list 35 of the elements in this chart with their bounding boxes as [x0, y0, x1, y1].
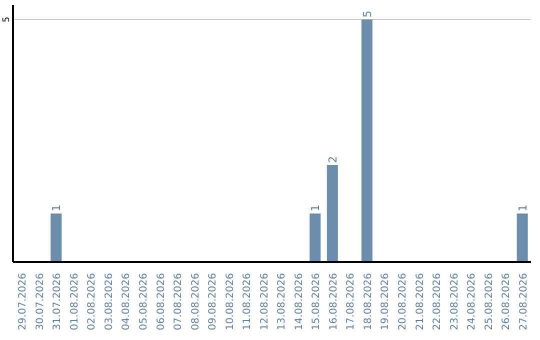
data-label: 2 — [326, 156, 340, 164]
x-tick-label: 02.08.2026 — [86, 273, 98, 330]
x-tick-label: 12.08.2026 — [259, 273, 270, 330]
x-tick-label: 26.08.2026 — [501, 273, 512, 330]
x-tick-label: 16.08.2026 — [328, 273, 340, 330]
x-tick-label: 03.08.2026 — [104, 273, 115, 330]
x-tick-label: 24.08.2026 — [466, 273, 478, 330]
x-tick-label: 27.08.2026 — [518, 273, 530, 330]
x-tick-label: 15.08.2026 — [311, 273, 322, 330]
x-tick-label: 21.08.2026 — [414, 273, 426, 330]
x-tick-label: 30.07.2026 — [34, 273, 46, 330]
x-tick-label: 10.08.2026 — [224, 273, 236, 330]
x-tick-label: 09.08.2026 — [208, 273, 219, 330]
x-tick-label: 01.08.2026 — [69, 273, 80, 330]
data-label: 1 — [50, 204, 64, 212]
x-tick-label: 08.08.2026 — [190, 273, 202, 330]
data-label: 5 — [360, 10, 374, 18]
x-tick-label: 18.08.2026 — [362, 273, 374, 330]
x-tick-label: 31.07.2026 — [52, 273, 64, 330]
x-tick-label: 19.08.2026 — [380, 273, 392, 330]
x-tick-label: 14.08.2026 — [294, 273, 305, 330]
data-label: 1 — [309, 204, 322, 212]
x-tick-label: 07.08.2026 — [173, 273, 184, 330]
x-tick-label: 20.08.2026 — [398, 273, 408, 330]
x-tick-label: 23.08.2026 — [449, 273, 460, 330]
x-tick-label: 05.08.2026 — [138, 273, 150, 330]
x-tick-label: 17.08.2026 — [346, 273, 357, 330]
x-tick-label: 13.08.2026 — [276, 273, 288, 330]
x-tick-label: 06.08.2026 — [156, 273, 167, 330]
x-tick-label: 04.08.2026 — [121, 273, 132, 330]
data-label: 1 — [516, 204, 530, 212]
x-tick-label: 25.08.2026 — [484, 273, 495, 330]
x-tick-label: 22.08.2026 — [432, 273, 444, 330]
x-tick-label: 29.07.2026 — [18, 273, 29, 330]
x-tick-label: 11.08.2026 — [242, 273, 254, 330]
